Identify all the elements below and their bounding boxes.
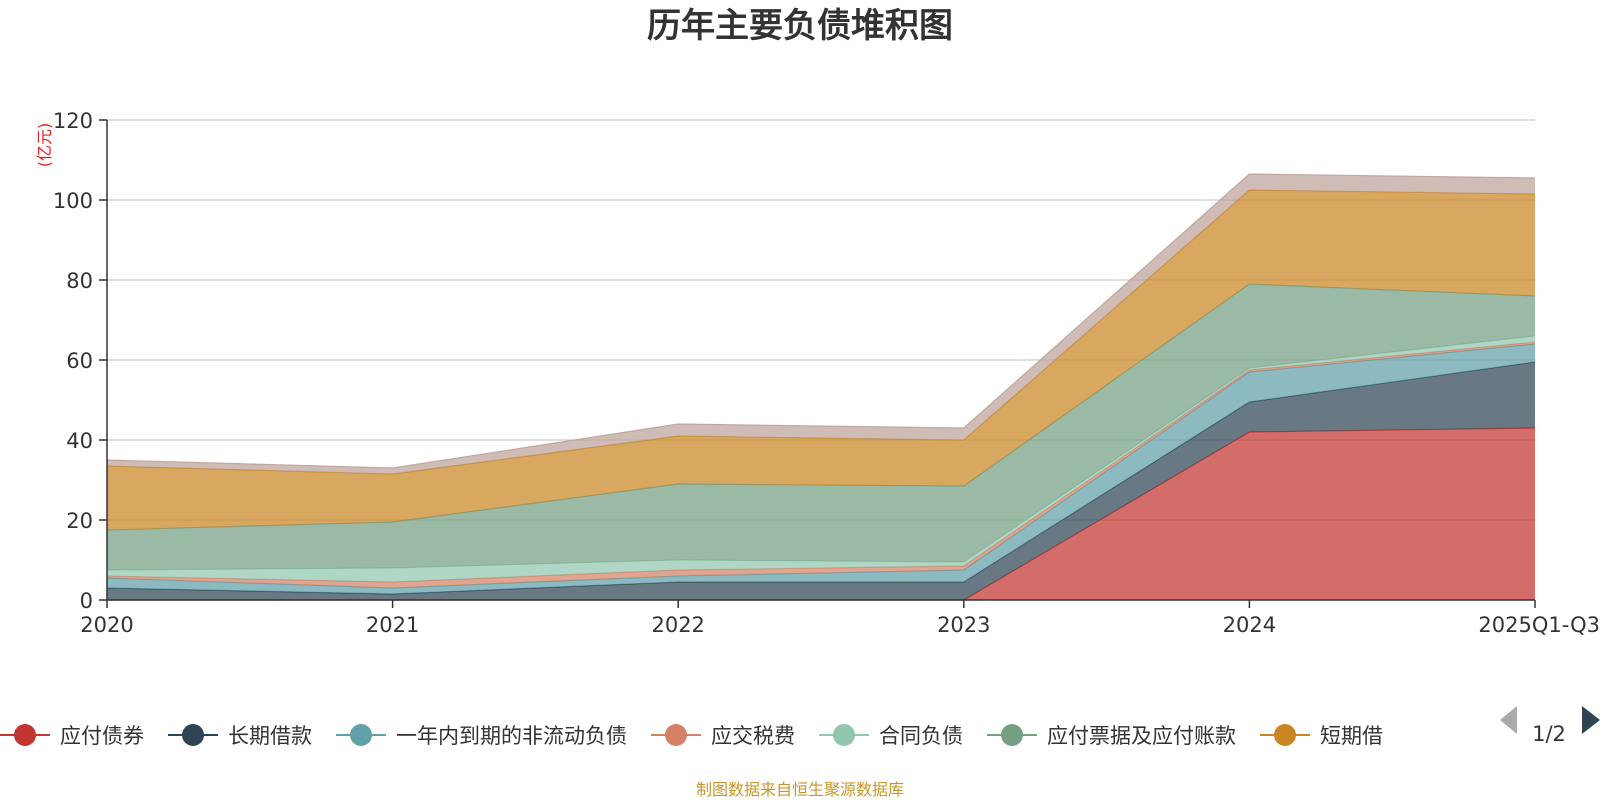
legend-item-0[interactable]: 应付债券	[0, 724, 144, 748]
x-tick-label-1: 2021	[366, 613, 419, 637]
legend-marker-2	[350, 724, 372, 746]
legend-marker-4	[833, 724, 855, 746]
x-axis-ticks: 2020 2021 2022 2023 2024 2025Q1-Q3	[80, 600, 1600, 637]
y-tick-label-5: 100	[53, 189, 93, 213]
x-tick-label-2: 2022	[651, 613, 704, 637]
y-axis-unit-label: (亿元)	[35, 123, 54, 168]
legend-prev-page-button[interactable]	[1500, 706, 1517, 734]
legend-marker-1	[182, 724, 204, 746]
area-series-7	[107, 174, 1535, 474]
legend-page-indicator: 1/2	[1532, 722, 1566, 746]
area-series-edge-7	[106, 173, 1536, 469]
legend-item-1[interactable]: 长期借款	[168, 724, 312, 748]
x-tick-label-4: 2024	[1223, 613, 1276, 637]
legend: 应付债券 长期借款 一年内到期的非流动负债 应交税费 合同负债 应付票据及应付账款 短期借	[0, 724, 1383, 748]
legend-marker-0	[14, 724, 36, 746]
stacked-areas	[106, 173, 1536, 601]
legend-item-3[interactable]: 应交税费	[651, 724, 795, 748]
legend-next-page-button[interactable]	[1582, 706, 1600, 734]
legend-item-6[interactable]: 短期借	[1260, 724, 1383, 748]
area-series-2	[107, 344, 1535, 594]
legend-item-5[interactable]: 应付票据及应付账款	[987, 724, 1236, 748]
y-tick-label-1: 20	[66, 509, 93, 533]
legend-label-2: 一年内到期的非流动负债	[396, 724, 627, 748]
y-axis-ticks: 0 20 40 60 80 100 120	[53, 109, 107, 613]
y-tick-label-2: 40	[66, 429, 93, 453]
legend-label-3: 应交税费	[711, 724, 795, 748]
legend-marker-6	[1274, 724, 1296, 746]
legend-item-2[interactable]: 一年内到期的非流动负债	[336, 724, 627, 748]
y-tick-label-0: 0	[80, 589, 93, 613]
legend-marker-5	[1001, 724, 1023, 746]
legend-label-5: 应付票据及应付账款	[1047, 724, 1236, 748]
y-tick-label-4: 80	[66, 269, 93, 293]
area-series-5	[107, 284, 1535, 570]
chart-title: 历年主要负债堆积图	[647, 6, 953, 46]
legend-marker-3	[665, 724, 687, 746]
legend-label-4: 合同负债	[879, 724, 963, 748]
x-tick-label-3: 2023	[937, 613, 990, 637]
y-tick-label-3: 60	[66, 349, 93, 373]
legend-label-6: 短期借	[1320, 724, 1383, 748]
area-series-0	[107, 428, 1535, 600]
legend-label-0: 应付债券	[60, 724, 144, 748]
legend-label-1: 长期借款	[228, 724, 312, 748]
legend-item-4[interactable]: 合同负债	[819, 724, 963, 748]
area-series-1	[107, 362, 1535, 600]
data-source-note: 制图数据来自恒生聚源数据库	[696, 780, 904, 799]
area-series-6	[107, 190, 1535, 530]
x-tick-label-0: 2020	[80, 613, 133, 637]
y-tick-label-6: 120	[53, 109, 93, 133]
x-tick-label-5: 2025Q1-Q3	[1478, 613, 1600, 637]
